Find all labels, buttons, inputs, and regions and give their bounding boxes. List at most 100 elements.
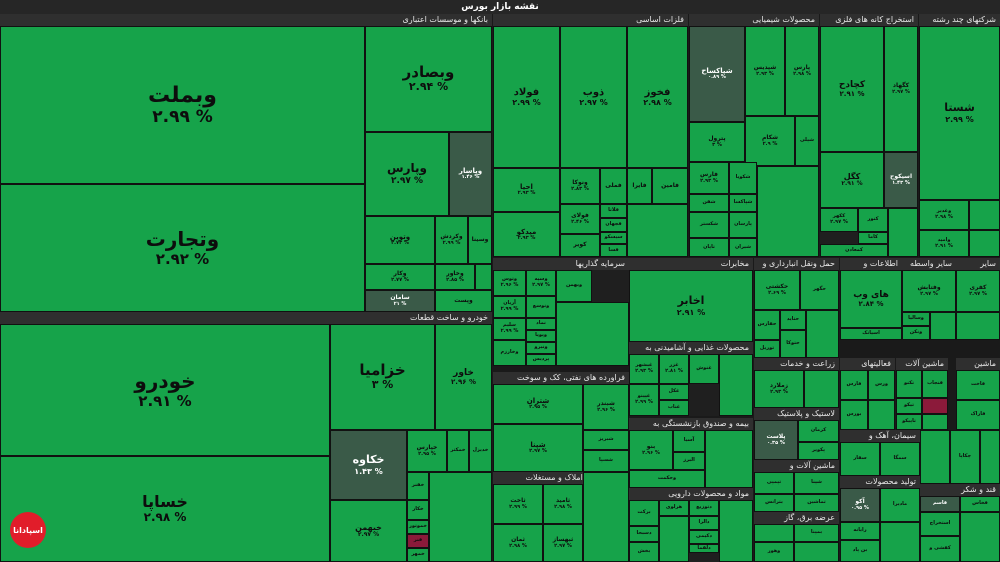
stock-tile[interactable]: خودرو ۲.۹۱ % (0, 324, 330, 456)
stock-tile[interactable]: نماد (526, 318, 556, 330)
stock-tile[interactable]: کفری ۲.۹۷ % (956, 270, 1000, 312)
stock-tile[interactable] (659, 516, 689, 562)
stock-tile[interactable]: خکاوه ۱.۴۳ % (330, 430, 407, 500)
stock-tile[interactable]: دسبحا (629, 526, 659, 542)
stock-tile[interactable]: رایانه (840, 522, 880, 540)
stock-tile[interactable]: شپاکسا (729, 194, 757, 212)
stock-tile[interactable]: فولاد ۲.۹۹ % (493, 26, 560, 168)
stock-tile[interactable]: اخابر ۲.۹۱ % (629, 270, 753, 342)
stock-tile[interactable] (880, 522, 920, 562)
stock-tile[interactable] (757, 166, 819, 257)
stock-tile[interactable]: فارس (840, 370, 868, 400)
stock-tile[interactable]: تماشین (794, 494, 839, 512)
stock-tile[interactable]: تکنو (896, 370, 922, 398)
stock-tile[interactable] (804, 370, 839, 408)
stock-tile[interactable]: فجهان (600, 218, 627, 232)
stock-tile[interactable]: پترول ۳ % (689, 122, 745, 162)
stock-tile[interactable]: دکیمی (689, 530, 719, 544)
stock-tile[interactable]: وخارزم (493, 340, 526, 366)
stock-tile[interactable]: تاپان (689, 238, 729, 257)
stock-tile[interactable]: فنجاب (922, 370, 948, 398)
stock-tile[interactable] (930, 312, 956, 340)
stock-tile[interactable] (475, 264, 492, 290)
stock-tile[interactable]: خزامیا ۳ % (330, 324, 435, 430)
stock-tile[interactable]: فملی (600, 168, 627, 204)
stock-tile[interactable] (969, 200, 1000, 230)
stock-tile[interactable]: سفار (840, 442, 880, 476)
stock-tile[interactable] (956, 312, 1000, 340)
stock-tile[interactable]: غکل (659, 384, 689, 400)
stock-tile[interactable]: وسینا (468, 216, 492, 264)
stock-tile[interactable]: توریل (754, 340, 780, 358)
stock-tile[interactable]: وغدیر ۲.۹۸ % (919, 200, 969, 230)
stock-tile[interactable]: وپست (435, 290, 492, 312)
stock-tile[interactable] (627, 204, 688, 257)
stock-tile[interactable]: ونکن (902, 326, 930, 340)
stock-tile[interactable]: غبشهر ۲.۹۳ % (629, 354, 659, 384)
stock-tile[interactable]: شکستر (689, 212, 729, 238)
stock-tile[interactable]: کنور (858, 208, 888, 232)
stock-tile[interactable]: بخش (629, 542, 659, 562)
stock-tile[interactable]: ثمان ۲.۹۸ % (493, 524, 543, 562)
stock-tile[interactable]: فولای ۲.۴۶ % (560, 204, 600, 234)
stock-tile[interactable]: خکار (407, 500, 429, 520)
stock-tile[interactable]: سامان ۲۱ % (365, 290, 435, 312)
stock-tile[interactable]: ونوکا ۲.۸۳ % (560, 168, 600, 204)
stock-tile[interactable]: شکام ۲.۹ % (745, 116, 795, 166)
stock-tile[interactable]: کمعادن (820, 244, 888, 257)
stock-tile[interactable] (806, 310, 839, 358)
stock-tile[interactable]: شبریز (583, 430, 629, 450)
stock-tile[interactable]: بن پاد (840, 540, 880, 562)
stock-tile[interactable]: پکویر (798, 442, 839, 460)
stock-tile[interactable]: فنر (407, 534, 429, 548)
stock-tile[interactable]: کفشی و (920, 536, 960, 562)
stock-tile[interactable] (556, 302, 629, 366)
stock-tile[interactable] (719, 500, 753, 562)
stock-tile[interactable]: فخاس (960, 496, 1000, 512)
stock-tile[interactable]: ورس (868, 370, 895, 400)
stock-tile[interactable] (754, 524, 794, 542)
stock-tile[interactable]: شبندر ۲.۹۶ % (583, 384, 629, 430)
stock-tile[interactable]: حتوکا (780, 330, 806, 358)
stock-tile[interactable]: کرمان (798, 420, 839, 442)
stock-tile[interactable]: غپینو ۲.۹۹ % (629, 384, 659, 416)
stock-tile[interactable]: آریان ۲.۹۹ % (493, 296, 526, 318)
stock-tile[interactable] (583, 472, 629, 562)
stock-tile[interactable]: ثاخت ۲.۹۹ % (493, 484, 543, 524)
stock-tile[interactable]: ثبهساز ۲.۹۷ % (543, 524, 583, 562)
stock-tile[interactable]: فلاتا (600, 204, 627, 218)
stock-tile[interactable]: پارسان (729, 212, 757, 238)
stock-tile[interactable]: وحکمت (629, 470, 705, 488)
stock-tile[interactable]: حکشتی ۲.۶۹ % (754, 270, 800, 310)
stock-tile[interactable]: فاراک (956, 400, 1000, 430)
stock-tile[interactable]: وهور (754, 542, 794, 562)
stock-tile[interactable]: وبهمن (556, 270, 592, 302)
stock-tile[interactable]: شپدیس ۲.۹۳ % (745, 26, 785, 116)
stock-tile[interactable]: استخراج (920, 512, 960, 536)
stock-tile[interactable]: فارس ۲.۹۳ % (689, 162, 729, 194)
stock-tile[interactable]: وتجارت ۲.۹۲ % (0, 184, 365, 312)
stock-tile[interactable]: حگهر (800, 270, 839, 310)
stock-tile[interactable]: البرز (673, 452, 705, 470)
stock-tile[interactable]: غزر ۲.۸۱ % (659, 354, 689, 384)
stock-tile[interactable]: شپنا ۲.۹۷ % (493, 424, 583, 472)
stock-tile[interactable]: شکویا (729, 162, 757, 194)
stock-tile[interactable]: احیا ۲.۹۳ % (493, 168, 560, 212)
stock-tile[interactable]: شتران ۲.۹۵ % (493, 384, 583, 424)
stock-tile[interactable]: ونیرو (526, 342, 556, 354)
stock-tile[interactable]: خفنر (407, 472, 429, 500)
stock-tile[interactable]: میدکو ۲.۹۳ % (493, 212, 560, 257)
stock-tile[interactable]: زملارد ۲.۹۳ % (754, 370, 804, 408)
stock-tile[interactable]: های وب ۲.۸۴ % (840, 270, 902, 328)
stock-tile[interactable]: ثامید ۲.۹۸ % (543, 484, 583, 524)
stock-tile[interactable] (888, 208, 918, 257)
stock-tile[interactable]: خبهمن ۲.۹۷ % (330, 500, 407, 562)
stock-tile[interactable]: غناب (659, 400, 689, 416)
stock-tile[interactable]: وفتابش ۲.۹۷ % (902, 270, 956, 312)
stock-tile[interactable]: فاخت (956, 370, 1000, 400)
stock-tile[interactable]: بنو ۲.۹۶ % (629, 430, 673, 470)
stock-tile[interactable]: شیران (729, 238, 757, 257)
stock-tile[interactable]: اسیکوح ۱.۴۳ % (884, 152, 918, 208)
stock-tile[interactable] (969, 230, 1000, 257)
stock-tile[interactable]: بترانس (754, 494, 794, 512)
